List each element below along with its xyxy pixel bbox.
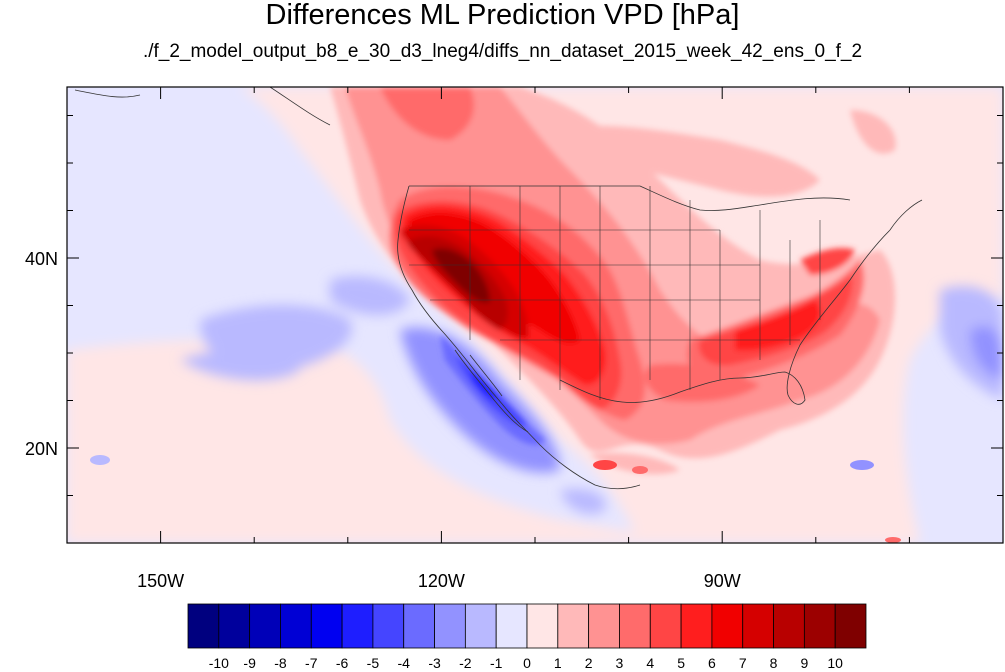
colorbar-level-label: -2 [459, 655, 472, 671]
colorbar-level-label: -3 [428, 655, 441, 671]
colorbar-swatch [834, 603, 867, 649]
colorbar-swatch [588, 603, 620, 649]
colorbar-swatch [218, 603, 251, 649]
baja-outline [454, 349, 529, 433]
colorbar-level-label: 3 [616, 655, 624, 671]
political-boundaries [74, 87, 923, 490]
colorbar-level-label: -6 [336, 655, 349, 671]
colorbar-swatch [742, 603, 774, 649]
colorbar-level-label: -8 [274, 655, 287, 671]
colorbar-swatch [557, 603, 590, 649]
colorbar-swatch [680, 603, 713, 649]
colorbar-level-label: 7 [739, 655, 747, 671]
lon-tick-label: 150W [137, 571, 184, 591]
colorbar-level-label: 6 [708, 655, 716, 671]
gulf-coast-outline [559, 199, 923, 405]
axis-ticks [67, 87, 1003, 543]
colorbar-level-label: 2 [585, 655, 593, 671]
lat-tick-label: 20N [25, 439, 58, 459]
colorbar-level-label: -4 [398, 655, 411, 671]
colorbar-swatch [341, 603, 374, 649]
data-field [67, 87, 1003, 543]
colorbar-swatch [803, 603, 836, 649]
chart-title: Differences ML Prediction VPD [hPa] [265, 0, 740, 31]
central-america-spots [593, 460, 901, 543]
colorbar-swatch [619, 603, 651, 649]
colorbar-swatch [649, 603, 682, 649]
colorbar-swatch [434, 603, 466, 649]
colorbar-level-label: -7 [305, 655, 318, 671]
colorbar-level-label: 4 [646, 655, 654, 671]
colorbar-level-label: 5 [677, 655, 685, 671]
colorbar-swatch [464, 603, 497, 649]
colorbar-level-label: -5 [367, 655, 380, 671]
lon-tick-label: 90W [704, 571, 741, 591]
colorbar-swatch [403, 603, 435, 649]
chart-subtitle: ./f_2_model_output_b8_e_30_d3_lneg4/diff… [142, 41, 863, 62]
colorbar-swatch [372, 603, 405, 649]
alaska-coast [74, 87, 331, 126]
colorbar [187, 603, 867, 649]
colorbar-swatch [310, 603, 343, 649]
west-coast-outline [397, 185, 641, 490]
hawaii-anomaly [90, 455, 110, 465]
colorbar-level-label: -10 [209, 655, 229, 671]
colorbar-swatch [249, 603, 281, 649]
colorbar-labels: -10 -9 -8 -7 -6 -5 -4 -3 -2 -1 0 1 2 3 4 5 6 7 8 9 10 [209, 655, 843, 671]
axis-tick-labels: 150W 120W 90W 40N 20N [25, 249, 741, 591]
lon-tick-label: 120W [418, 571, 465, 591]
colorbar-swatch [773, 603, 805, 649]
colorbar-swatch [280, 603, 312, 649]
lat-tick-label: 40N [25, 249, 58, 269]
colorbar-level-label: 10 [827, 655, 843, 671]
colorbar-swatch [495, 603, 528, 649]
colorbar-swatch [187, 603, 220, 649]
colorbar-level-label: 8 [770, 655, 778, 671]
state-lines [409, 186, 821, 400]
baja-negative-anomaly [440, 335, 545, 445]
colorbar-swatch [711, 603, 744, 649]
positive-anomaly-layers [330, 87, 896, 475]
colorbar-level-label: 0 [523, 655, 531, 671]
colorbar-level-label: -1 [490, 655, 503, 671]
colorbar-level-label: -9 [243, 655, 256, 671]
colorbar-level-label: 1 [554, 655, 562, 671]
northern-border [409, 185, 851, 211]
colorbar-level-label: 9 [800, 655, 808, 671]
colorbar-swatch [526, 603, 559, 649]
